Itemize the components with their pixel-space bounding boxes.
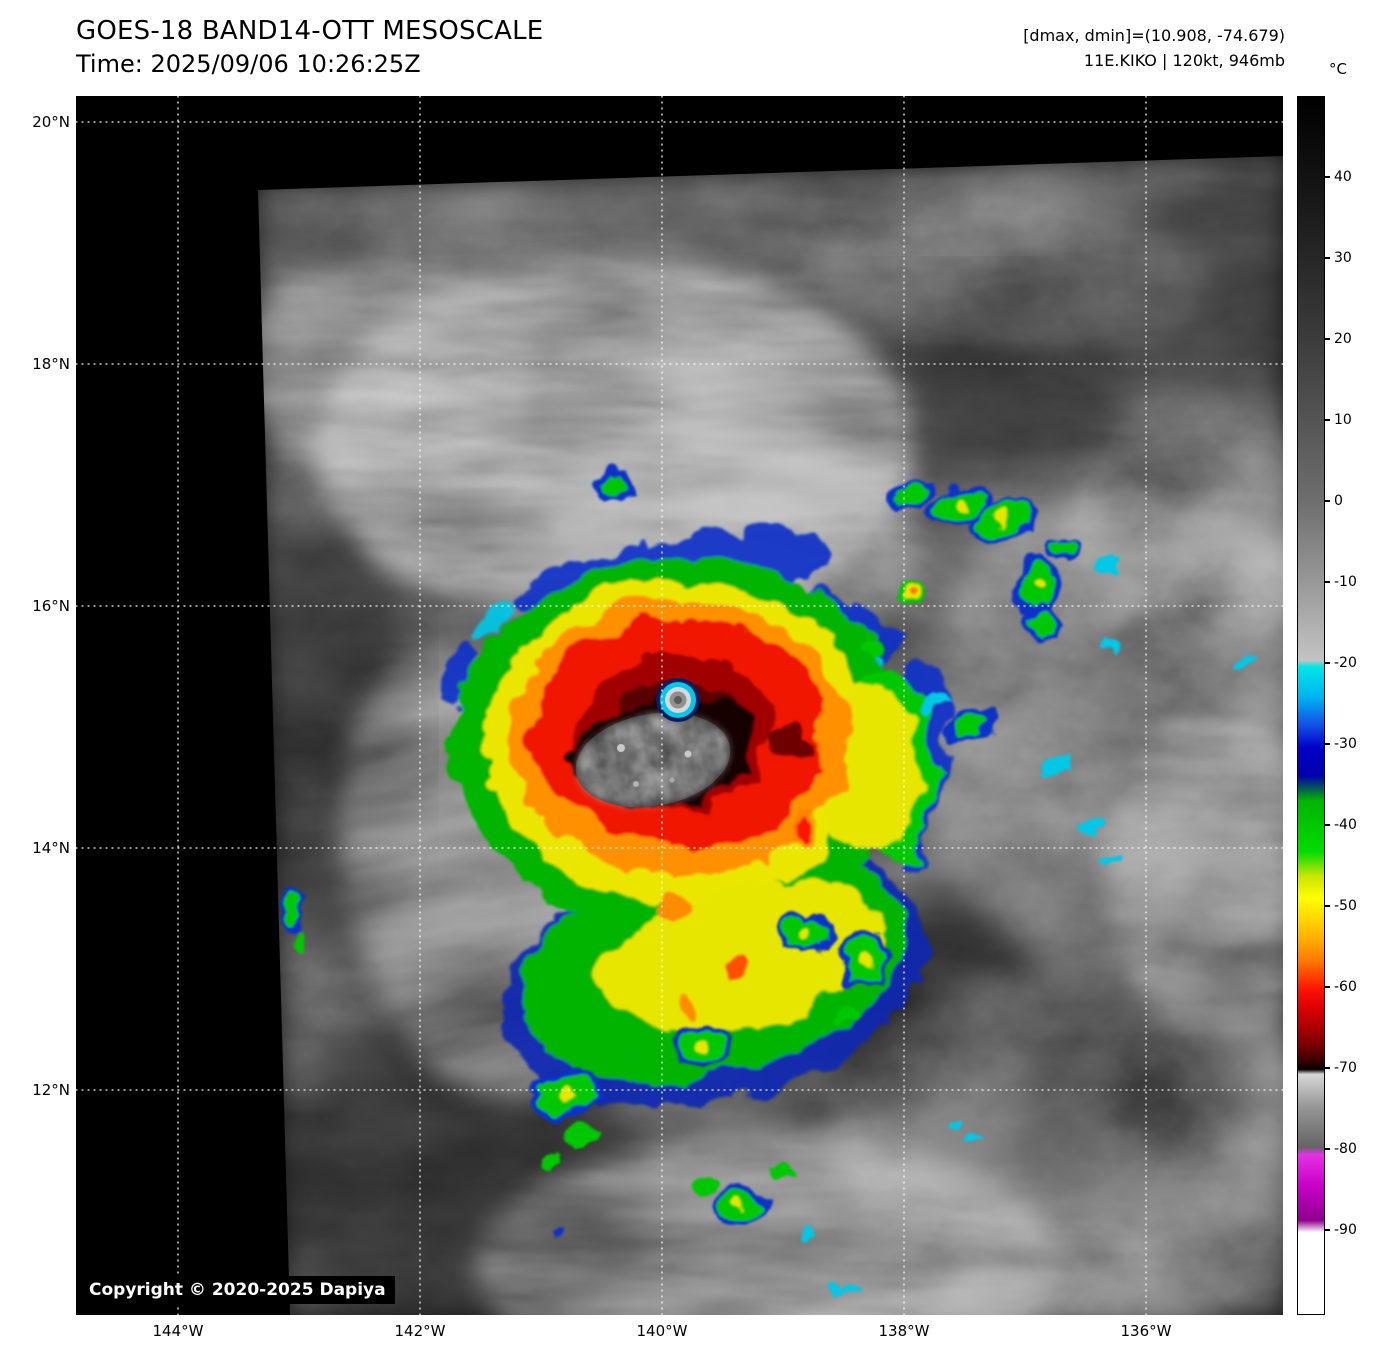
colorbar-tickmark [1325,1148,1330,1150]
dmax-dmin-readout: [dmax, dmin]=(10.908, -74.679) [1023,26,1285,45]
colorbar-tick-label: 20 [1334,331,1352,347]
colorbar-tickmark [1325,338,1330,340]
colorbar-tick-label: -20 [1334,655,1357,671]
lon-tick-label: 140°W [636,1322,688,1340]
colorbar-tickmark [1325,1229,1330,1231]
map-plot: Copyright © 2020-2025 Dapiya [76,96,1283,1315]
lat-tick-label: 14°N [32,839,70,857]
lat-tick-label: 12°N [32,1081,70,1099]
colorbar-tick-label: 0 [1334,493,1343,509]
colorbar-tickmark [1325,419,1330,421]
colorbar-tick-label: 30 [1334,250,1352,266]
colorbar [1297,96,1325,1315]
colorbar-tick-label: -50 [1334,898,1357,914]
lon-tick-label: 136°W [1120,1322,1172,1340]
copyright-badge: Copyright © 2020-2025 Dapiya [80,1276,395,1304]
lon-tick-label: 142°W [394,1322,446,1340]
swath-region [258,156,1283,1315]
lon-tick-label: 144°W [152,1322,204,1340]
colorbar-tickmark [1325,824,1330,826]
colorbar-tickmark [1325,662,1330,664]
colorbar-tick-label: -60 [1334,979,1357,995]
timestamp: Time: 2025/09/06 10:26:25Z [76,50,421,78]
colorbar-tick-label: 10 [1334,412,1352,428]
header-info: [dmax, dmin]=(10.908, -74.679) 11E.KIKO … [1023,24,1285,74]
colorbar-tickmark [1325,257,1330,259]
outer-band-cells [273,465,1253,1290]
lat-tick-label: 20°N [32,113,70,131]
colorbar-tickmark [1325,500,1330,502]
lon-tick-label: 138°W [878,1322,930,1340]
colorbar-tickmark [1325,1067,1330,1069]
satellite-image [76,96,1283,1315]
colorbar-tickmark [1325,176,1330,178]
colorbar-tick-label: -10 [1334,574,1357,590]
colorbar-tickmark [1325,743,1330,745]
colorbar-tickmark [1325,905,1330,907]
colorbar-tick-label: -40 [1334,817,1357,833]
colorbar-tickmark [1325,986,1330,988]
storm-readout: 11E.KIKO | 120kt, 946mb [1083,50,1285,70]
colorbar-unit-label: °C [1329,60,1347,78]
cold-overshoot-patch [575,712,731,808]
colorbar-tick-label: -70 [1334,1060,1357,1076]
colorbar-tick-label: -90 [1334,1222,1357,1238]
lat-tick-label: 18°N [32,355,70,373]
colorbar-tick-label: -80 [1334,1141,1357,1157]
colorbar-tickmark [1325,581,1330,583]
colorbar-tick-label: -30 [1334,736,1357,752]
page-title: GOES-18 BAND14-OTT MESOSCALE [76,16,544,46]
colorbar-tick-label: 40 [1334,169,1352,185]
hurricane-eye [656,678,700,722]
lat-tick-label: 16°N [32,597,70,615]
